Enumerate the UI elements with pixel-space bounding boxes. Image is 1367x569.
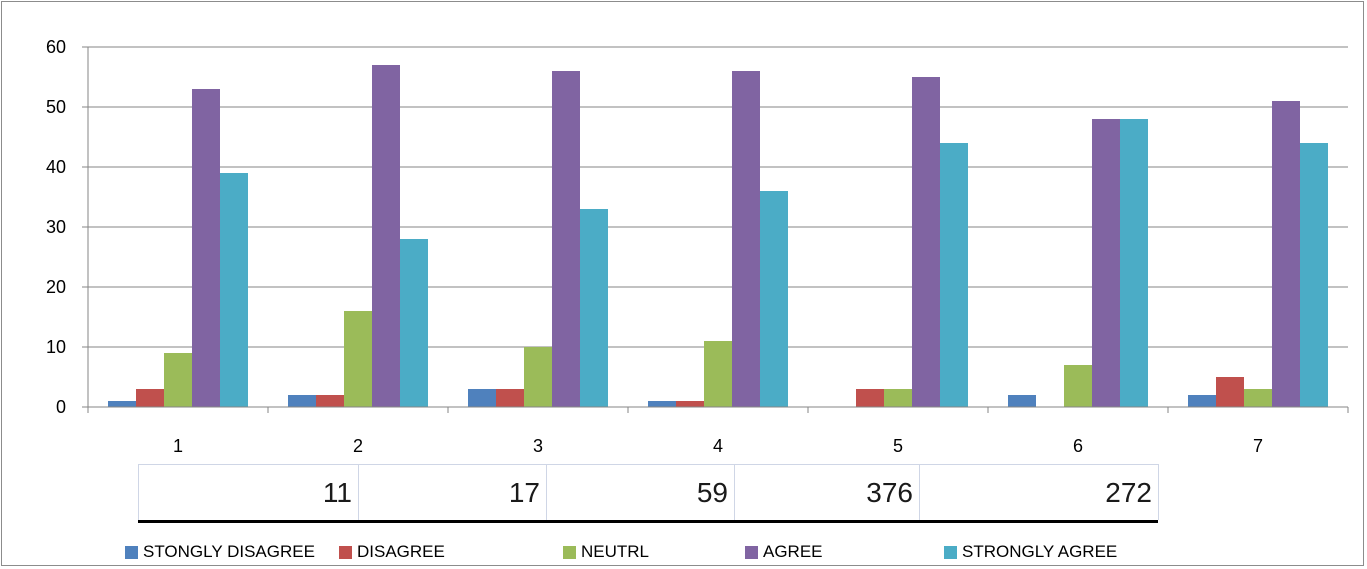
legend-item: AGREE (745, 538, 823, 566)
x-tick-label: 5 (893, 436, 903, 456)
bar-strongly-agree (1120, 119, 1148, 407)
bar-strongly-agree (580, 209, 608, 407)
bar-agree (1092, 119, 1120, 407)
bar-agree (912, 77, 940, 407)
bar-stongly-disagree (468, 389, 496, 407)
bar-strongly-agree (940, 143, 968, 407)
bar-agree (1272, 101, 1300, 407)
bar-neutrl (524, 347, 552, 407)
bar-agree (732, 71, 760, 407)
legend-label: AGREE (763, 542, 823, 561)
x-tick-label: 2 (353, 436, 363, 456)
legend-item: DISAGREE (339, 538, 445, 566)
legend: STONGLY DISAGREE DISAGREE NEUTRL AGREE STRON… (0, 538, 1367, 566)
bar-stongly-disagree (1188, 395, 1216, 407)
legend-label: DISAGREE (357, 542, 445, 561)
bar-stongly-disagree (288, 395, 316, 407)
bar-strongly-agree (220, 173, 248, 407)
total-cell: 17 (358, 464, 546, 520)
y-tick-label: 60 (46, 37, 66, 57)
legend-item: STONGLY DISAGREE (125, 538, 315, 566)
totals-table: 11 17 59 376 272 (138, 464, 1159, 520)
total-cell: 11 (138, 464, 358, 520)
total-cell: 376 (734, 464, 919, 520)
bar-disagree (856, 389, 884, 407)
x-tick-label: 3 (533, 436, 543, 456)
bar-neutrl (164, 353, 192, 407)
legend-swatch (745, 545, 758, 559)
bar-chart: 0 10 20 30 40 50 60 1 2 3 4 5 6 7 (46, 37, 1349, 456)
bar-stongly-disagree (648, 401, 676, 407)
legend-swatch (944, 545, 957, 559)
legend-label: STONGLY DISAGREE (143, 542, 315, 561)
bar-neutrl (1064, 365, 1092, 407)
bar-neutrl (884, 389, 912, 407)
legend-swatch (339, 545, 352, 559)
bar-disagree (316, 395, 344, 407)
x-tick-label: 4 (713, 436, 723, 456)
y-tick-label: 40 (46, 157, 66, 177)
bar-stongly-disagree (1008, 395, 1036, 407)
bar-disagree (1216, 377, 1244, 407)
y-tick-label: 10 (46, 337, 66, 357)
y-tick-label: 30 (46, 217, 66, 237)
bar-disagree (676, 401, 704, 407)
bar-neutrl (1244, 389, 1272, 407)
y-tick-label: 50 (46, 97, 66, 117)
bar-agree (192, 89, 220, 407)
bar-agree (552, 71, 580, 407)
bar-neutrl (344, 311, 372, 407)
bar-agree (372, 65, 400, 407)
legend-item: STRONGLY AGREE (944, 538, 1117, 566)
bar-stongly-disagree (108, 401, 136, 407)
bar-strongly-agree (1300, 143, 1328, 407)
bar-strongly-agree (760, 191, 788, 407)
totals-underline (138, 520, 1158, 523)
total-cell: 59 (546, 464, 734, 520)
bar-disagree (496, 389, 524, 407)
y-tick-label: 20 (46, 277, 66, 297)
bar-neutrl (704, 341, 732, 407)
x-tick-label: 1 (173, 436, 183, 456)
legend-label: STRONGLY AGREE (962, 542, 1118, 561)
x-tick-label: 6 (1073, 436, 1083, 456)
total-cell: 272 (919, 464, 1159, 520)
legend-swatch (125, 545, 138, 559)
legend-swatch (563, 545, 576, 559)
bar-disagree (136, 389, 164, 407)
y-tick-label: 0 (56, 397, 66, 417)
bar-strongly-agree (400, 239, 428, 407)
legend-label: NEUTRL (581, 542, 650, 561)
legend-item: NEUTRL (563, 538, 649, 566)
x-tick-label: 7 (1253, 436, 1263, 456)
